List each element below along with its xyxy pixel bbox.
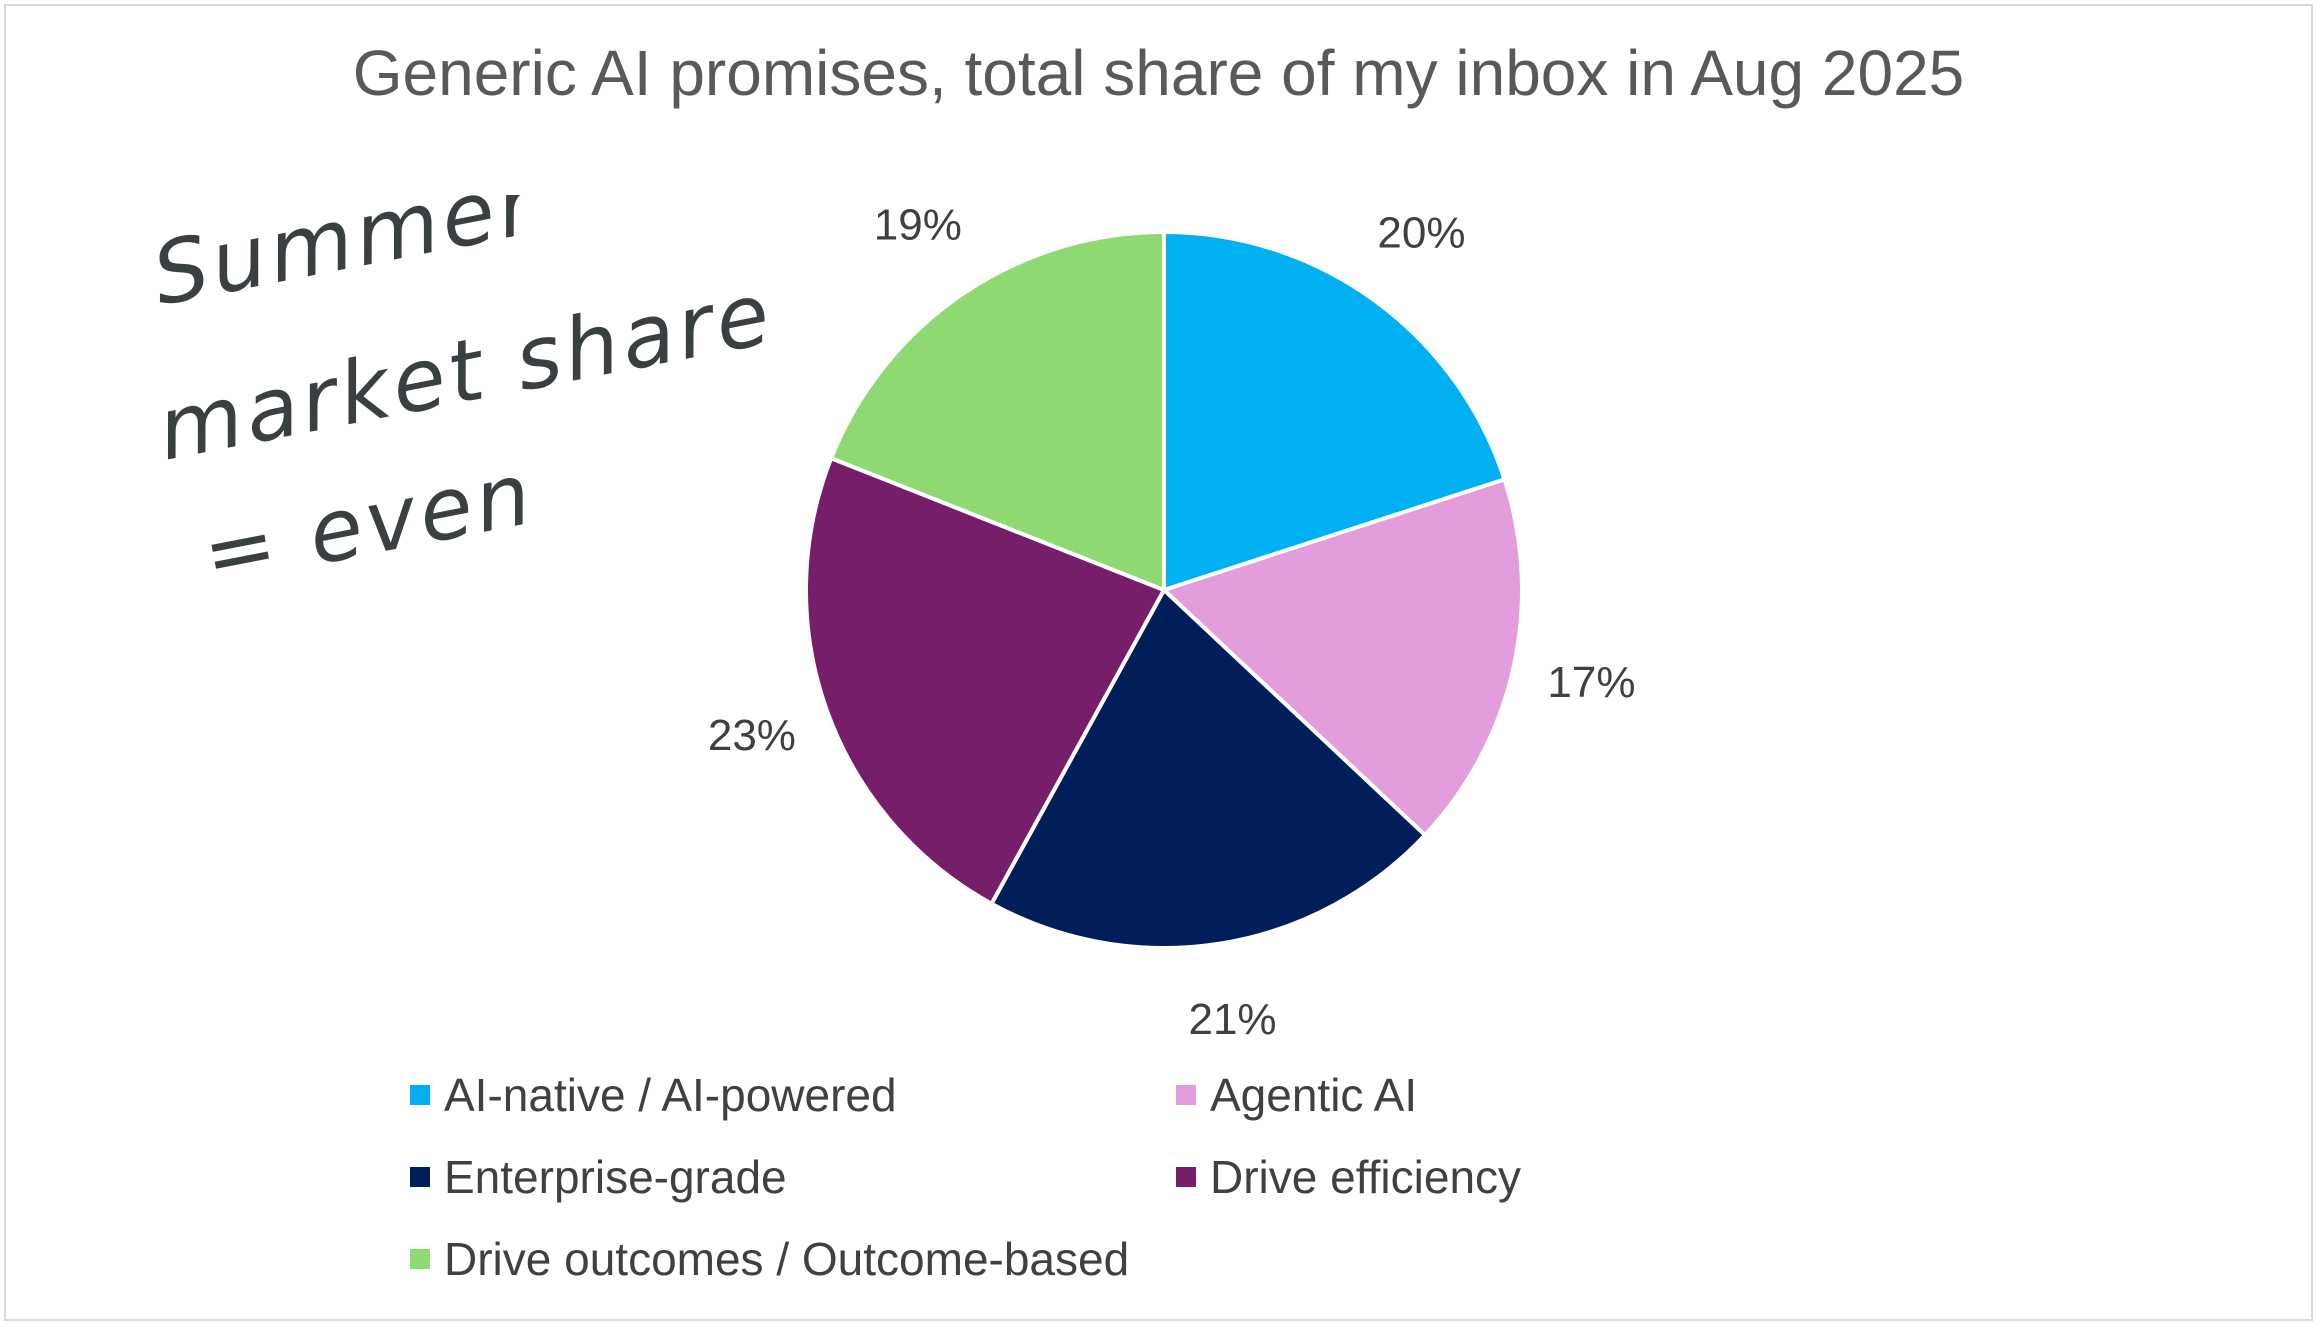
data-label-enterprise-grade: 21% bbox=[1188, 995, 1276, 1044]
legend-swatch bbox=[410, 1167, 430, 1187]
legend-item-agentic-ai: Agentic AI bbox=[1176, 1068, 1417, 1122]
legend-item-drive-outcomes-outcome-based: Drive outcomes / Outcome-based bbox=[410, 1232, 1129, 1286]
pie-slice-drive-efficiency bbox=[804, 455, 1167, 907]
pie-slice-ai-native-ai-powered bbox=[1162, 229, 1508, 593]
annotation-line-1: Summer bbox=[150, 195, 546, 326]
data-label-drive-outcomes-outcome-based: 19% bbox=[874, 200, 962, 249]
legend-swatch bbox=[1176, 1085, 1196, 1105]
legend-swatch bbox=[410, 1249, 430, 1269]
pie-slice-agentic-ai bbox=[1160, 476, 1524, 838]
legend-swatch bbox=[1176, 1167, 1196, 1187]
pie-slice-drive-outcomes-outcome-based bbox=[828, 229, 1166, 593]
annotation-line-3: = even bbox=[195, 444, 543, 606]
legend-item-drive-efficiency: Drive efficiency bbox=[1176, 1150, 1521, 1204]
legend-swatch bbox=[410, 1085, 430, 1105]
handwritten-annotation: Summer market share = even bbox=[150, 195, 781, 606]
data-label-drive-efficiency: 23% bbox=[708, 711, 796, 760]
data-label-ai-native-ai-powered: 20% bbox=[1377, 208, 1465, 257]
chart-title: Generic AI promises, total share of my i… bbox=[352, 37, 1965, 109]
pie-slice-enterprise-grade bbox=[988, 586, 1428, 950]
legend-label: AI-native / AI-powered bbox=[444, 1069, 897, 1121]
data-label-agentic-ai: 17% bbox=[1547, 658, 1635, 707]
legend-label: Enterprise-grade bbox=[444, 1151, 787, 1203]
legend-item-ai-native-ai-powered: AI-native / AI-powered bbox=[410, 1068, 897, 1122]
legend-label: Drive outcomes / Outcome-based bbox=[444, 1233, 1130, 1285]
legend-item-enterprise-grade: Enterprise-grade bbox=[410, 1150, 787, 1204]
legend-label: Drive efficiency bbox=[1210, 1151, 1522, 1203]
legend-label: Agentic AI bbox=[1210, 1069, 1418, 1121]
